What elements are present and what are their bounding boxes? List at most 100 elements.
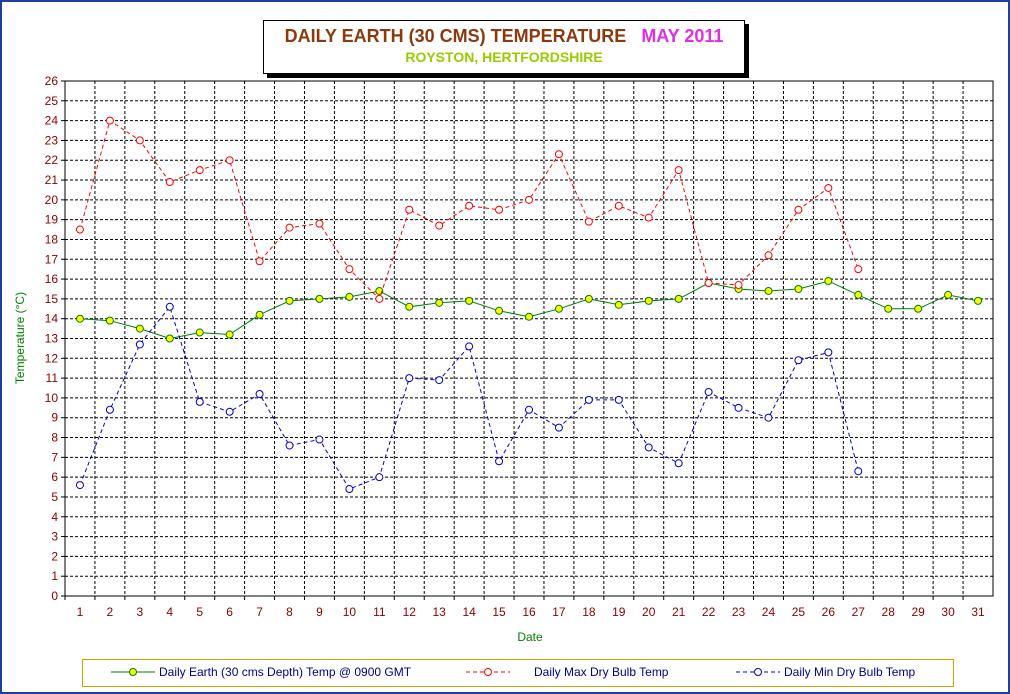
x-tick-label: 28 xyxy=(882,605,896,619)
data-point-max xyxy=(794,205,803,214)
y-tick-label: 4 xyxy=(51,510,58,524)
x-axis-title: Date xyxy=(517,630,543,644)
data-point-earth xyxy=(854,290,863,299)
x-tick-label: 30 xyxy=(941,605,955,619)
data-point-min xyxy=(195,397,204,406)
data-point-max xyxy=(225,156,234,165)
y-tick-label: 23 xyxy=(45,133,59,147)
series-min xyxy=(75,302,863,494)
x-tick-label: 5 xyxy=(196,605,203,619)
y-tick-label: 1 xyxy=(51,569,58,583)
y-tick-label: 21 xyxy=(45,173,59,187)
x-tick-label: 19 xyxy=(612,605,626,619)
x-tick-label: 10 xyxy=(343,605,357,619)
legend-label-min: Daily Min Dry Bulb Temp xyxy=(784,665,916,679)
data-point-earth xyxy=(285,296,294,305)
data-point-max xyxy=(285,223,294,232)
x-tick-label: 11 xyxy=(373,605,386,619)
data-point-earth xyxy=(525,312,533,321)
data-point-earth xyxy=(824,277,833,286)
data-point-max xyxy=(525,195,533,204)
data-point-earth xyxy=(135,324,144,333)
data-point-min xyxy=(345,485,354,494)
data-point-max xyxy=(375,294,384,303)
series-line-min xyxy=(79,305,859,490)
data-point-min xyxy=(854,467,863,476)
data-point-max xyxy=(465,201,474,210)
data-point-min xyxy=(824,348,833,357)
y-tick-label: 3 xyxy=(51,530,58,544)
y-tick-label: 6 xyxy=(51,470,58,484)
data-point-max xyxy=(764,251,773,260)
data-point-max xyxy=(614,201,623,210)
data-point-earth xyxy=(495,306,504,315)
y-tick-label: 11 xyxy=(46,371,59,385)
data-point-earth xyxy=(884,304,893,313)
series-layer xyxy=(75,116,983,494)
data-point-min xyxy=(495,457,504,466)
y-tick-label: 17 xyxy=(45,252,59,266)
y-tick-label: 7 xyxy=(51,450,58,464)
data-point-earth xyxy=(974,296,983,305)
data-point-max xyxy=(135,136,144,145)
x-tick-label: 20 xyxy=(642,605,656,619)
gridlines xyxy=(65,80,993,596)
x-tick-label: 1 xyxy=(77,605,84,619)
data-point-earth xyxy=(435,298,444,307)
data-point-min xyxy=(375,473,384,482)
data-point-min xyxy=(225,407,234,416)
x-tick-label: 25 xyxy=(792,605,806,619)
y-tick-label: 22 xyxy=(45,153,59,167)
x-tick-label: 18 xyxy=(582,605,596,619)
data-point-max xyxy=(405,205,414,214)
data-point-min xyxy=(764,413,773,422)
x-tick-label: 23 xyxy=(732,605,746,619)
legend-label-earth: Daily Earth (30 cms Depth) Temp @ 0900 G… xyxy=(159,665,412,679)
data-point-max xyxy=(165,178,174,187)
data-point-min xyxy=(165,302,174,311)
data-point-min xyxy=(704,387,713,396)
legend-sample-earth xyxy=(111,668,155,676)
data-point-max xyxy=(195,166,204,175)
data-point-min xyxy=(734,403,743,412)
chart-month: MAY 2011 xyxy=(641,26,724,46)
legend-sample-min xyxy=(736,668,780,676)
data-point-max xyxy=(315,219,324,228)
data-point-min xyxy=(315,435,324,444)
x-tick-label: 24 xyxy=(762,605,776,619)
y-tick-label: 15 xyxy=(45,292,59,306)
data-point-min xyxy=(794,356,803,365)
legend-label-max: Daily Max Dry Bulb Temp xyxy=(534,665,669,679)
y-tick-label: 26 xyxy=(45,74,59,88)
y-tick-label: 5 xyxy=(51,490,58,504)
plot-area-border xyxy=(64,80,994,597)
y-tick-label: 13 xyxy=(45,332,59,346)
title-box: DAILY EARTH (30 CMS) TEMPERATURE MAY 201… xyxy=(263,20,745,74)
data-point-min xyxy=(285,441,294,450)
data-point-max xyxy=(854,265,863,274)
x-tick-label: 8 xyxy=(286,605,293,619)
data-point-max xyxy=(704,279,713,288)
data-point-max xyxy=(435,221,444,230)
x-tick-label: 3 xyxy=(136,605,143,619)
x-tick-label: 14 xyxy=(462,605,476,619)
data-point-max xyxy=(584,217,593,226)
data-point-max xyxy=(105,116,114,125)
x-tick-label: 7 xyxy=(256,605,263,619)
x-tick-label: 16 xyxy=(522,605,536,619)
tick-labels: 0123456789101112131415161718192021222324… xyxy=(45,74,985,619)
y-tick-label: 19 xyxy=(45,213,59,227)
data-point-min xyxy=(135,340,144,349)
y-tick-label: 24 xyxy=(45,114,59,128)
y-axis-title: Temperature (°C) xyxy=(13,292,27,384)
data-point-earth xyxy=(914,304,923,313)
data-point-earth xyxy=(105,316,114,325)
data-point-min xyxy=(405,374,414,383)
y-tick-label: 8 xyxy=(51,431,58,445)
data-point-earth xyxy=(165,334,174,343)
x-tick-label: 6 xyxy=(226,605,233,619)
data-point-min xyxy=(435,376,444,385)
chart-title: DAILY EARTH (30 CMS) TEMPERATURE xyxy=(284,26,627,46)
y-tick-label: 9 xyxy=(51,411,58,425)
